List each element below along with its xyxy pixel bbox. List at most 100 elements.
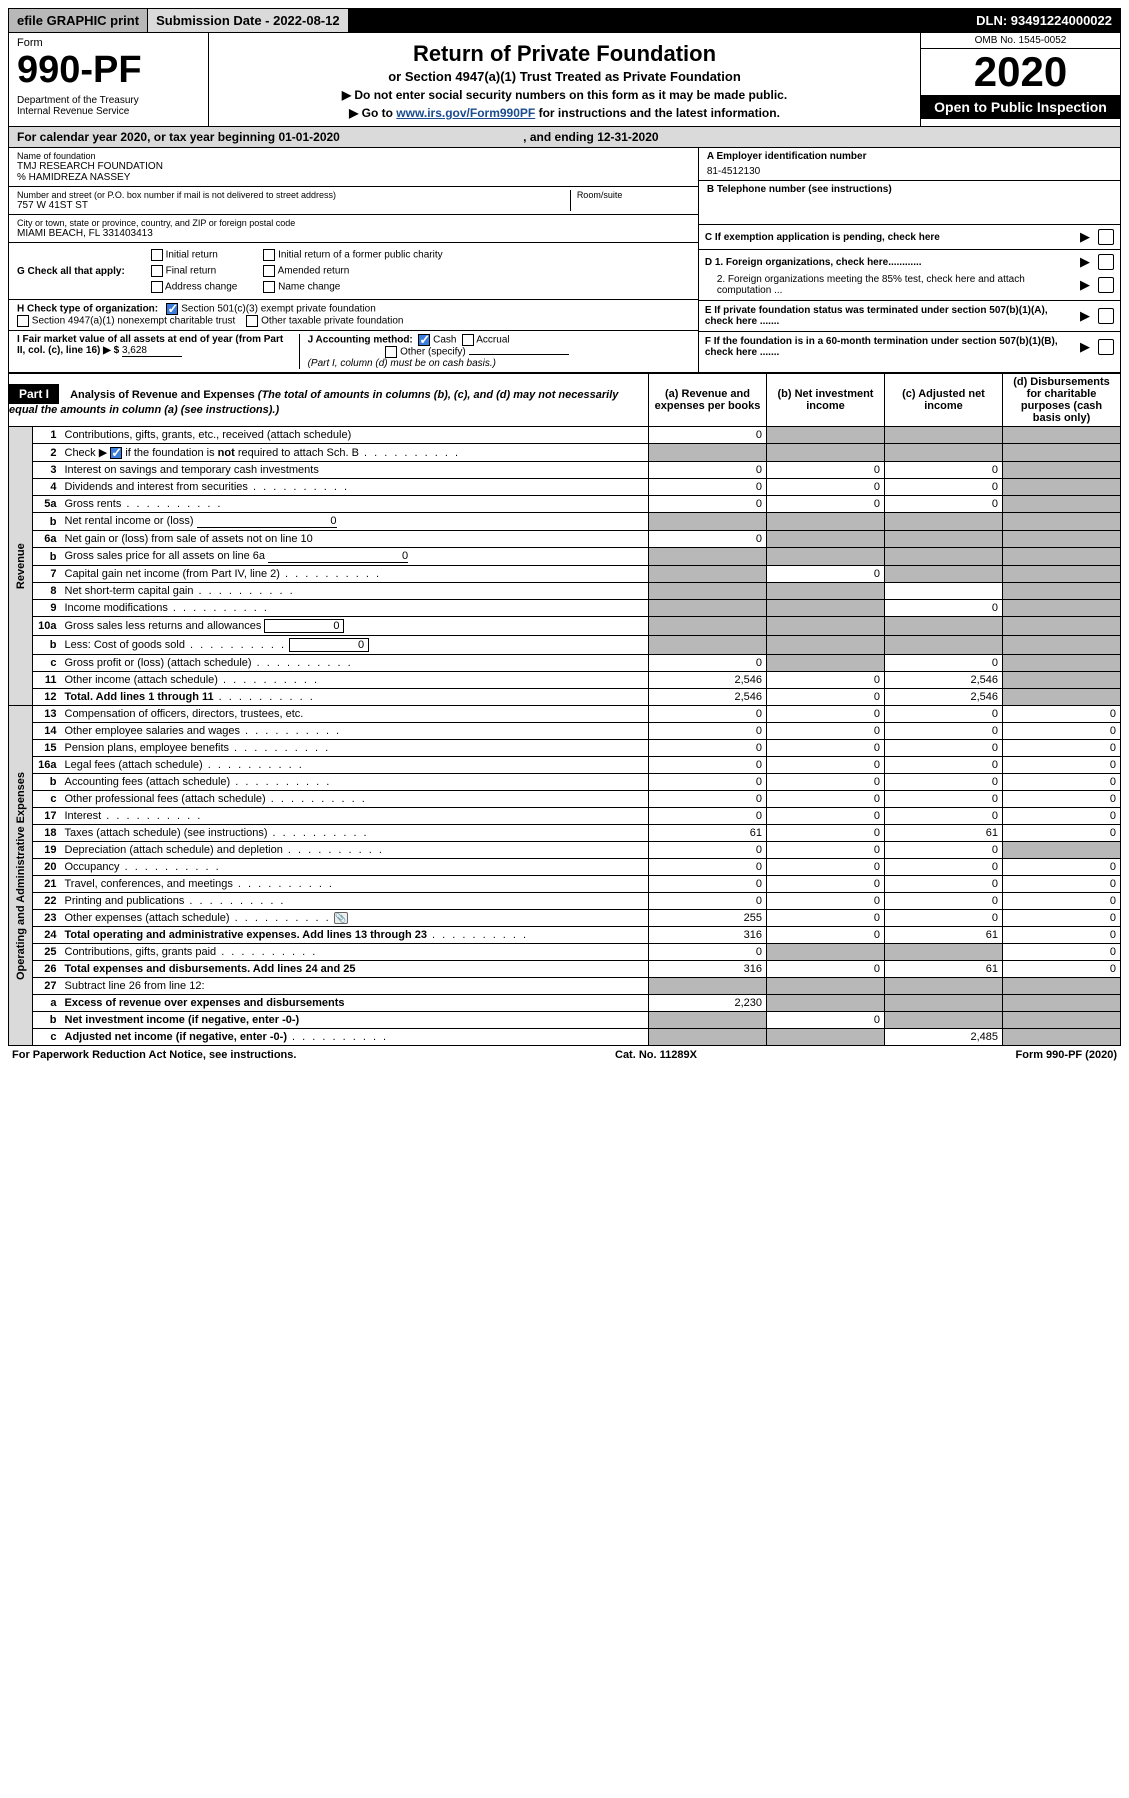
row-label: Net short-term capital gain xyxy=(61,583,649,600)
accrual-checkbox[interactable] xyxy=(462,334,474,346)
value-cell: 0 xyxy=(767,740,885,757)
instr-no-ssn: ▶ Do not enter social security numbers o… xyxy=(221,88,908,102)
g-label: G Check all that apply: xyxy=(17,266,125,277)
row-label: Total. Add lines 1 through 11 xyxy=(61,689,649,706)
ein-value: 81-4512130 xyxy=(707,166,1112,177)
value-cell xyxy=(885,583,1003,600)
table-row: bAccounting fees (attach schedule)0000 xyxy=(9,774,1121,791)
d1-label: D 1. Foreign organizations, check here..… xyxy=(705,257,1072,268)
attachment-icon[interactable]: 📎 xyxy=(334,912,348,924)
table-row: 4Dividends and interest from securities0… xyxy=(9,479,1121,496)
table-row: cAdjusted net income (if negative, enter… xyxy=(9,1029,1121,1046)
address-change-label: Address change xyxy=(165,282,237,293)
cash-checkbox[interactable] xyxy=(418,334,430,346)
care-of: % HAMIDREZA NASSEY xyxy=(17,172,690,183)
row-number: c xyxy=(33,1029,61,1046)
address-change-checkbox[interactable] xyxy=(151,281,163,293)
calyear-pre: For calendar year 2020, or tax year begi… xyxy=(17,130,278,144)
value-cell xyxy=(649,566,767,583)
instr-post: for instructions and the latest informat… xyxy=(535,106,780,120)
e-checkbox[interactable] xyxy=(1098,308,1114,324)
value-cell xyxy=(767,513,885,531)
table-row: 22Printing and publications0000 xyxy=(9,893,1121,910)
value-cell: 0 xyxy=(649,496,767,513)
ein-cell: A Employer identification number 81-4512… xyxy=(699,148,1120,181)
c-arrow: ▶ xyxy=(1080,229,1090,245)
f-row: F If the foundation is in a 60-month ter… xyxy=(699,332,1120,362)
form-title: Return of Private Foundation xyxy=(221,41,908,67)
entity-right-col: A Employer identification number 81-4512… xyxy=(698,148,1120,372)
initial-return-checkbox[interactable] xyxy=(151,249,163,261)
d1-arrow: ▶ xyxy=(1080,254,1090,270)
d2-arrow: ▶ xyxy=(1080,277,1090,293)
value-cell xyxy=(649,636,767,655)
table-row: 11Other income (attach schedule)2,54602,… xyxy=(9,672,1121,689)
other-method-label: Other (specify) xyxy=(400,347,466,358)
part1-header-row: Part I Analysis of Revenue and Expenses … xyxy=(9,374,1121,427)
row-label: Capital gain net income (from Part IV, l… xyxy=(61,566,649,583)
row-number: 3 xyxy=(33,462,61,479)
value-cell xyxy=(885,1012,1003,1029)
row-label: Taxes (attach schedule) (see instruction… xyxy=(61,825,649,842)
f-checkbox[interactable] xyxy=(1098,339,1114,355)
value-cell xyxy=(885,978,1003,995)
c-checkbox[interactable] xyxy=(1098,229,1114,245)
table-row: 9Income modifications0 xyxy=(9,600,1121,617)
value-cell: 0 xyxy=(649,842,767,859)
amended-return-label: Amended return xyxy=(278,266,350,277)
row-number: 25 xyxy=(33,944,61,961)
schb-checkbox[interactable] xyxy=(110,447,122,459)
instr-link-row: ▶ Go to www.irs.gov/Form990PF for instru… xyxy=(221,106,908,120)
value-cell: 0 xyxy=(767,462,885,479)
table-row: 24Total operating and administrative exp… xyxy=(9,927,1121,944)
initial-former-label: Initial return of a former public charit… xyxy=(278,250,443,261)
row-number: b xyxy=(33,636,61,655)
row-label: Less: Cost of goods sold 0 xyxy=(61,636,649,655)
table-row: 14Other employee salaries and wages0000 xyxy=(9,723,1121,740)
other-specify-line xyxy=(469,354,569,355)
row-label: Gross sales price for all assets on line… xyxy=(61,548,649,566)
final-return-checkbox[interactable] xyxy=(151,265,163,277)
value-cell: 0 xyxy=(767,859,885,876)
other-taxable-checkbox[interactable] xyxy=(246,315,258,327)
col-c-header: (c) Adjusted net income xyxy=(885,374,1003,427)
row-number: 8 xyxy=(33,583,61,600)
value-cell: 0 xyxy=(767,566,885,583)
row-number: 5a xyxy=(33,496,61,513)
value-cell xyxy=(1003,1029,1121,1046)
table-row: 8Net short-term capital gain xyxy=(9,583,1121,600)
d1-checkbox[interactable] xyxy=(1098,254,1114,270)
calyear-mid: , and ending xyxy=(520,130,597,144)
header-center: Return of Private Foundation or Section … xyxy=(209,33,920,126)
value-cell: 0 xyxy=(767,757,885,774)
value-cell xyxy=(649,617,767,636)
phone-cell: B Telephone number (see instructions) xyxy=(699,181,1120,225)
value-cell xyxy=(1003,566,1121,583)
value-cell xyxy=(885,636,1003,655)
name-change-checkbox[interactable] xyxy=(263,281,275,293)
value-cell xyxy=(649,583,767,600)
value-cell: 0 xyxy=(885,808,1003,825)
c3-checkbox[interactable] xyxy=(166,303,178,315)
other-method-checkbox[interactable] xyxy=(385,346,397,358)
value-cell xyxy=(1003,496,1121,513)
row-label: Net rental income or (loss) 0 xyxy=(61,513,649,531)
row-number: a xyxy=(33,995,61,1012)
value-cell: 0 xyxy=(649,859,767,876)
value-cell: 0 xyxy=(649,876,767,893)
row-number: b xyxy=(33,548,61,566)
amended-return-checkbox[interactable] xyxy=(263,265,275,277)
initial-former-checkbox[interactable] xyxy=(263,249,275,261)
table-row: 5aGross rents000 xyxy=(9,496,1121,513)
d2-checkbox[interactable] xyxy=(1098,277,1114,293)
value-cell: 0 xyxy=(649,479,767,496)
entity-left-col: Name of foundation TMJ RESEARCH FOUNDATI… xyxy=(9,148,698,372)
value-cell xyxy=(649,1012,767,1029)
s4947-checkbox[interactable] xyxy=(17,315,29,327)
value-cell: 0 xyxy=(649,774,767,791)
form990pf-link[interactable]: www.irs.gov/Form990PF xyxy=(396,106,535,120)
value-cell: 316 xyxy=(649,927,767,944)
row-label: Adjusted net income (if negative, enter … xyxy=(61,1029,649,1046)
row-number: 2 xyxy=(33,444,61,462)
table-row: 12Total. Add lines 1 through 112,54602,5… xyxy=(9,689,1121,706)
